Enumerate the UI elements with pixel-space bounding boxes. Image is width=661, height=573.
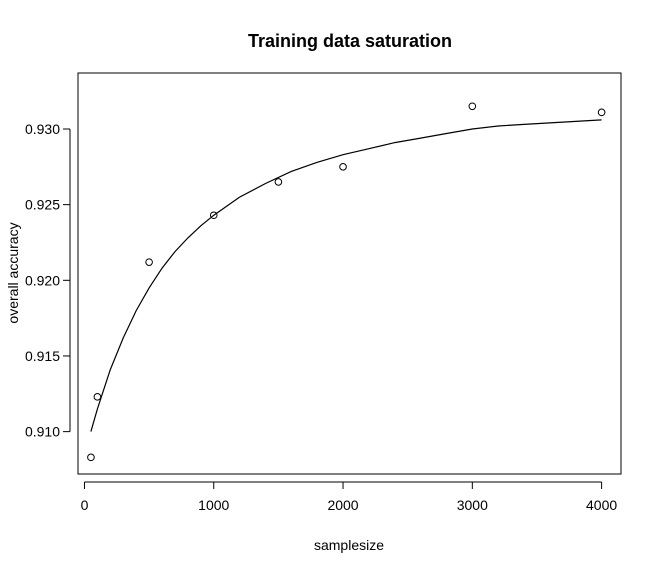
x-tick-label: 2000 bbox=[327, 497, 358, 513]
data-point bbox=[274, 178, 283, 186]
data-point bbox=[145, 258, 153, 266]
x-tick-label: 3000 bbox=[457, 497, 488, 513]
data-point bbox=[339, 163, 347, 171]
data-point bbox=[209, 211, 218, 220]
y-tick-label: 0.925 bbox=[25, 197, 60, 213]
data-point bbox=[468, 102, 477, 111]
x-tick-label: 0 bbox=[81, 497, 89, 513]
y-axis-label: overall accuracy bbox=[5, 222, 21, 323]
data-point bbox=[87, 453, 95, 462]
x-tick-label: 1000 bbox=[198, 497, 229, 513]
chart-title: Training data saturation bbox=[248, 31, 452, 51]
data-point bbox=[93, 393, 102, 401]
plot-frame bbox=[77, 72, 622, 475]
y-tick-label: 0.910 bbox=[25, 424, 60, 440]
plot-area bbox=[87, 102, 606, 462]
x-axis-label: samplesize bbox=[314, 537, 384, 553]
y-tick-label: 0.915 bbox=[25, 348, 60, 364]
x-tick-label: 4000 bbox=[586, 497, 617, 513]
fitted-curve bbox=[90, 119, 602, 432]
y-tick-label: 0.930 bbox=[25, 121, 60, 137]
y-tick-label: 0.920 bbox=[25, 272, 60, 288]
y-axis: 0.910 0.915 0.920 0.925 0.930 bbox=[25, 121, 71, 440]
x-axis: 0 1000 2000 3000 4000 bbox=[81, 481, 617, 513]
data-point bbox=[597, 108, 606, 117]
